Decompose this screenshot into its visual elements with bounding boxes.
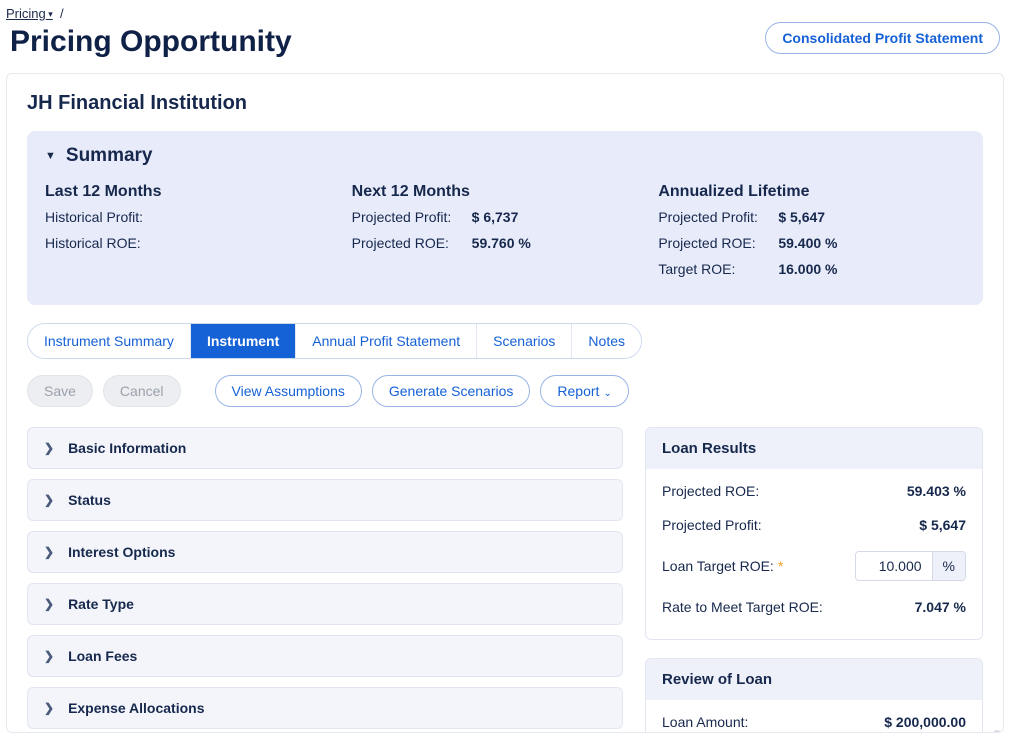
summary-title: Summary bbox=[66, 145, 153, 167]
tab-instrument[interactable]: Instrument bbox=[191, 324, 296, 358]
tab-instrument-summary[interactable]: Instrument Summary bbox=[28, 324, 191, 358]
save-button[interactable]: Save bbox=[27, 375, 93, 407]
review-of-loan-panel: Review of Loan Loan Amount: $ 200,000.00 bbox=[645, 658, 983, 733]
projected-profit-label: Projected Profit: bbox=[662, 517, 762, 533]
chevron-right-icon: ❯ bbox=[44, 493, 54, 507]
projected-profit-value: $ 5,647 bbox=[919, 517, 966, 533]
unit-label: % bbox=[932, 552, 965, 580]
breadcrumb-root-link[interactable]: Pricing ▾ bbox=[6, 6, 53, 21]
loan-target-roe-label: Loan Target ROE:* bbox=[662, 558, 783, 574]
generate-scenarios-button[interactable]: Generate Scenarios bbox=[372, 375, 531, 407]
accordion-status[interactable]: ❯Status bbox=[27, 479, 623, 521]
institution-title: JH Financial Institution bbox=[27, 92, 983, 115]
chevron-right-icon: ❯ bbox=[44, 597, 54, 611]
accordion-basic-information[interactable]: ❯Basic Information bbox=[27, 427, 623, 469]
caret-down-icon: ▼ bbox=[45, 150, 56, 162]
breadcrumb: Pricing ▾ / bbox=[6, 6, 292, 21]
scrollbar[interactable] bbox=[993, 730, 1001, 733]
accordion-rate-type[interactable]: ❯Rate Type bbox=[27, 583, 623, 625]
loan-target-roe-input-group: % bbox=[855, 551, 966, 581]
chevron-right-icon: ❯ bbox=[44, 441, 54, 455]
loan-amount-value: $ 200,000.00 bbox=[884, 714, 966, 730]
tab-scenarios[interactable]: Scenarios bbox=[477, 324, 572, 358]
chevron-right-icon: ❯ bbox=[44, 701, 54, 715]
rate-to-meet-value: 7.047 % bbox=[915, 599, 966, 615]
projected-roe-label: Projected ROE: bbox=[662, 483, 759, 499]
accordion-interest-options[interactable]: ❯Interest Options bbox=[27, 531, 623, 573]
summary-col-title: Last 12 Months bbox=[45, 183, 352, 201]
tabbar: Instrument Summary Instrument Annual Pro… bbox=[27, 323, 642, 359]
projected-roe-value: 59.403 % bbox=[907, 483, 966, 499]
tab-notes[interactable]: Notes bbox=[572, 324, 641, 358]
summary-col-title: Next 12 Months bbox=[352, 183, 659, 201]
consolidated-profit-statement-button[interactable]: Consolidated Profit Statement bbox=[765, 22, 1000, 54]
accordion-loan-fees[interactable]: ❯Loan Fees bbox=[27, 635, 623, 677]
loan-results-header: Loan Results bbox=[646, 428, 982, 469]
chevron-down-icon: ⌄ bbox=[603, 388, 611, 399]
summary-col-title: Annualized Lifetime bbox=[658, 183, 965, 201]
view-assumptions-button[interactable]: View Assumptions bbox=[215, 375, 362, 407]
review-of-loan-header: Review of Loan bbox=[646, 659, 982, 700]
caret-down-icon: ▾ bbox=[46, 9, 53, 19]
loan-target-roe-input[interactable] bbox=[856, 552, 932, 580]
report-dropdown[interactable]: Report⌄ bbox=[540, 375, 628, 407]
accordion-expense-allocations[interactable]: ❯Expense Allocations bbox=[27, 687, 623, 729]
chevron-right-icon: ❯ bbox=[44, 545, 54, 559]
loan-amount-label: Loan Amount: bbox=[662, 714, 748, 730]
summary-toggle[interactable]: ▼ Summary bbox=[45, 145, 965, 167]
cancel-button[interactable]: Cancel bbox=[103, 375, 181, 407]
chevron-right-icon: ❯ bbox=[44, 649, 54, 663]
page-title: Pricing Opportunity bbox=[6, 25, 292, 59]
tab-annual-profit-statement[interactable]: Annual Profit Statement bbox=[296, 324, 477, 358]
summary-box: ▼ Summary Last 12 Months Historical Prof… bbox=[27, 131, 983, 305]
rate-to-meet-label: Rate to Meet Target ROE: bbox=[662, 599, 823, 615]
main-card: JH Financial Institution ▼ Summary Last … bbox=[6, 73, 1004, 733]
required-icon: * bbox=[778, 558, 783, 574]
loan-results-panel: Loan Results Projected ROE: 59.403 % Pro… bbox=[645, 427, 983, 640]
